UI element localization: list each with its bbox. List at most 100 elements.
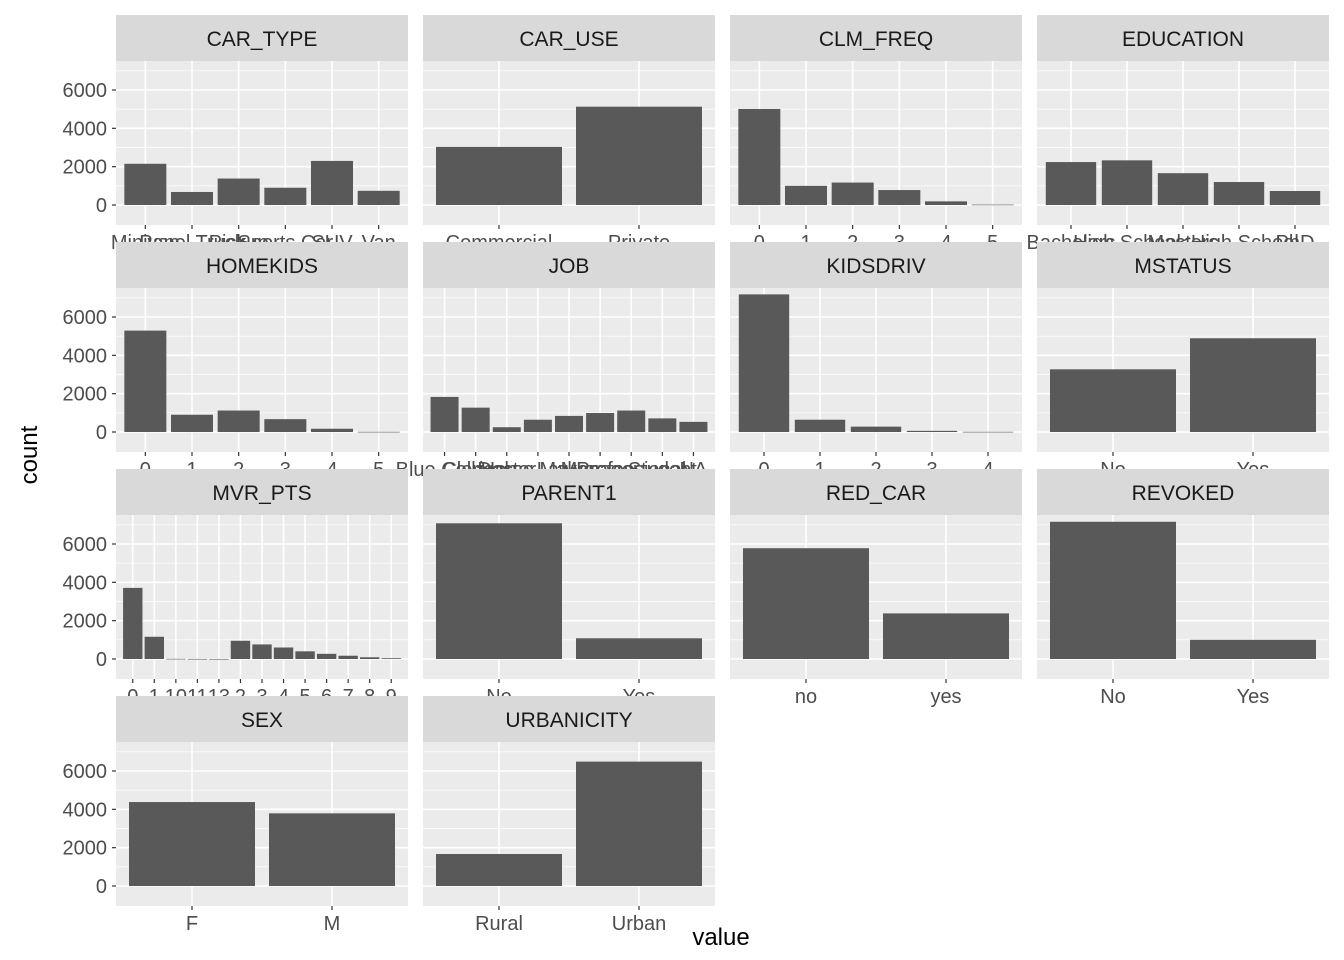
facet-urbanicity: URBANICITY Rural Urban — [423, 696, 715, 935]
x-tick-label: No — [1100, 686, 1126, 708]
facet-strip — [730, 469, 1022, 515]
x-tick-label: M — [324, 913, 341, 935]
facet-revoked: REVOKED No Yes — [1037, 469, 1329, 708]
bar-homekids-1 — [171, 414, 213, 432]
bar-mvr_pts-10 — [338, 655, 358, 659]
bar-mvr_pts-11 — [360, 657, 380, 659]
facet-strip-label: RED_CAR — [826, 482, 926, 505]
y-tick-label: 0 — [96, 649, 107, 671]
bar-car_use-0 — [436, 146, 562, 205]
y-tick-label: 2000 — [63, 157, 108, 179]
bar-urbanicity-0 — [436, 853, 562, 886]
bar-car_type-4 — [311, 160, 353, 205]
facet-strip — [423, 15, 715, 61]
bar-clm_freq-2 — [831, 182, 874, 205]
facet-strip-label: MSTATUS — [1134, 255, 1231, 278]
bar-clm_freq-3 — [878, 190, 921, 205]
bar-kidsdriv-3 — [906, 430, 958, 432]
bar-homekids-0 — [124, 330, 167, 432]
facet-strip-label: KIDSDRIV — [826, 255, 925, 278]
bar-red_car-1 — [883, 613, 1009, 659]
y-tick-label: 0 — [96, 422, 107, 444]
facet-strip-label: EDUCATION — [1122, 28, 1244, 51]
y-tick-label: 6000 — [63, 534, 108, 556]
bar-job-7 — [648, 418, 677, 432]
bar-car_type-0 — [124, 163, 167, 205]
bar-clm_freq-5 — [971, 204, 1014, 206]
facet-strip — [730, 15, 1022, 61]
bar-mvr_pts-4 — [209, 658, 229, 660]
facet-kidsdriv: KIDSDRIV01234 — [730, 242, 1022, 481]
bar-mvr_pts-3 — [187, 658, 208, 660]
bar-education-4 — [1269, 191, 1321, 205]
bar-mvr_pts-9 — [316, 653, 337, 659]
facet-car_use: CAR_USECommercialPrivate — [423, 15, 715, 254]
bar-homekids-3 — [264, 419, 307, 432]
x-tick-label: Yes — [1237, 686, 1270, 708]
y-tick-label: 2000 — [63, 611, 108, 633]
facet-strip-label: JOB — [549, 255, 590, 278]
facet-strip — [423, 696, 715, 742]
bar-job-0 — [430, 396, 459, 432]
bar-car_type-3 — [264, 187, 307, 205]
bar-clm_freq-0 — [738, 108, 781, 205]
x-tick-label: no — [795, 686, 817, 708]
facet-strip-label: PARENT1 — [521, 482, 616, 505]
x-tick-label: Rural — [475, 913, 523, 935]
x-axis-title: value — [692, 924, 749, 951]
bar-mvr_pts-7 — [273, 647, 294, 659]
bar-car_use-1 — [576, 106, 702, 205]
facet-strip — [116, 469, 408, 515]
facet-strip — [116, 15, 408, 61]
facet-strip-label: URBANICITY — [505, 709, 632, 732]
bar-kidsdriv-4 — [962, 431, 1014, 433]
facet-strip — [423, 242, 715, 288]
bar-mstatus-0 — [1050, 369, 1176, 432]
bar-job-8 — [679, 421, 708, 432]
bar-mvr_pts-6 — [252, 644, 272, 659]
x-tick-label: Urban — [612, 913, 666, 935]
y-tick-label: 2000 — [63, 838, 108, 860]
facet-strip-label: CAR_TYPE — [207, 28, 318, 51]
bar-kidsdriv-2 — [850, 426, 902, 432]
facet-strip — [1037, 242, 1329, 288]
facet-homekids: HOMEKIDS0123450200040006000 — [63, 242, 408, 481]
bar-red_car-0 — [743, 548, 869, 659]
bar-kidsdriv-0 — [738, 294, 790, 432]
bar-mvr_pts-1 — [144, 636, 164, 659]
facet-strip — [116, 696, 408, 742]
facet-car_type: CAR_TYPEMinivanPanel TruckPickupSports C… — [63, 15, 408, 254]
y-tick-label: 4000 — [63, 118, 108, 140]
facet-strip-label: REVOKED — [1132, 482, 1235, 505]
facet-parent1: PARENT1NoYes — [423, 469, 715, 708]
facet-strip-label: CLM_FREQ — [819, 28, 933, 51]
bar-homekids-5 — [357, 431, 400, 433]
bar-education-3 — [1213, 182, 1265, 205]
facet-strip-label: CAR_USE — [519, 28, 618, 51]
facet-strip-label: MVR_PTS — [212, 482, 311, 505]
bar-job-2 — [492, 427, 521, 432]
bar-mvr_pts-8 — [295, 651, 315, 659]
facet-strip — [1037, 15, 1329, 61]
y-tick-label: 6000 — [63, 761, 108, 783]
facet-mstatus: MSTATUSNoYes — [1037, 242, 1329, 481]
bar-job-3 — [523, 419, 552, 432]
y-tick-label: 2000 — [63, 384, 108, 406]
facet-mvr_pts: MVR_PTS01101113234567890200040006000 — [63, 469, 408, 708]
y-tick-label: 4000 — [63, 572, 108, 594]
bar-job-6 — [617, 410, 646, 432]
bar-education-2 — [1157, 173, 1209, 205]
bar-mvr_pts-0 — [123, 587, 143, 659]
y-tick-label: 0 — [96, 876, 107, 898]
bar-revoked-0 — [1050, 521, 1176, 659]
bar-urbanicity-1 — [576, 761, 702, 886]
y-axis-title: count — [16, 425, 43, 484]
y-tick-label: 6000 — [63, 80, 108, 102]
y-tick-label: 4000 — [63, 345, 108, 367]
facet-strip — [116, 242, 408, 288]
bar-homekids-2 — [217, 410, 260, 432]
facet-strip-label: HOMEKIDS — [206, 255, 318, 278]
facet-sex: SEX F M 0 2000 4000 6000 — [63, 696, 408, 935]
